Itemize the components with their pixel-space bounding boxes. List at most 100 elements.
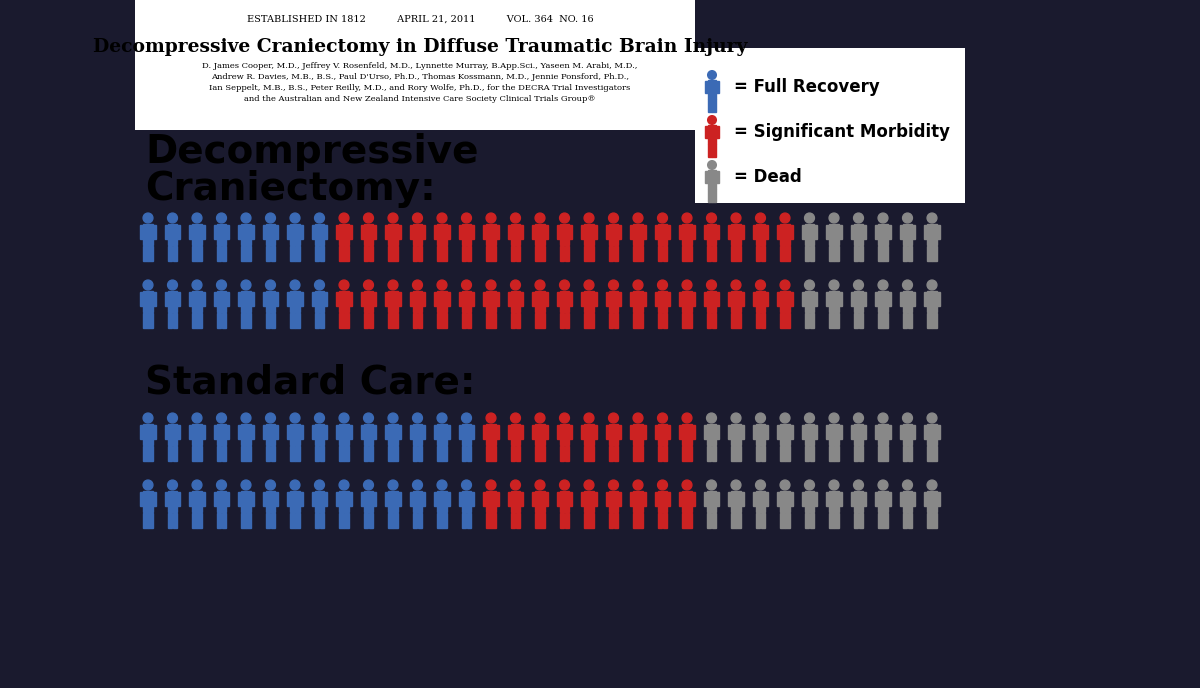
Bar: [655, 493, 658, 506]
Bar: [740, 493, 744, 506]
Bar: [708, 189, 712, 202]
Bar: [336, 493, 340, 506]
Bar: [780, 291, 790, 312]
Bar: [683, 446, 686, 461]
Bar: [594, 292, 596, 305]
Circle shape: [658, 213, 667, 223]
Circle shape: [878, 413, 888, 423]
Bar: [713, 144, 716, 158]
Bar: [805, 446, 809, 461]
Bar: [287, 226, 290, 239]
Bar: [287, 292, 290, 305]
Bar: [364, 491, 373, 512]
Bar: [854, 246, 858, 261]
Bar: [560, 224, 569, 245]
Bar: [0, 580, 1200, 688]
Circle shape: [634, 480, 643, 490]
Bar: [608, 291, 618, 312]
Bar: [545, 425, 547, 438]
Circle shape: [216, 413, 227, 423]
Circle shape: [756, 280, 766, 290]
Bar: [295, 246, 300, 261]
Bar: [752, 425, 756, 438]
Circle shape: [658, 280, 667, 290]
Bar: [140, 226, 144, 239]
Bar: [222, 246, 226, 261]
Bar: [168, 424, 178, 445]
Bar: [467, 246, 472, 261]
Circle shape: [510, 480, 521, 490]
Bar: [642, 425, 646, 438]
Bar: [144, 424, 152, 445]
Bar: [198, 446, 202, 461]
Bar: [557, 493, 560, 506]
Bar: [434, 292, 438, 305]
Bar: [863, 292, 866, 305]
Bar: [780, 246, 785, 261]
Bar: [535, 246, 540, 261]
Bar: [164, 493, 168, 506]
Bar: [683, 491, 691, 512]
Bar: [290, 513, 294, 528]
Circle shape: [853, 413, 864, 423]
Circle shape: [608, 480, 618, 490]
Bar: [535, 313, 540, 327]
Circle shape: [731, 280, 740, 290]
Circle shape: [486, 413, 496, 423]
Circle shape: [853, 280, 864, 290]
Bar: [756, 313, 760, 327]
Bar: [581, 226, 584, 239]
Bar: [683, 224, 691, 245]
Bar: [854, 313, 858, 327]
Bar: [472, 292, 474, 305]
Bar: [851, 425, 854, 438]
Bar: [662, 246, 667, 261]
Bar: [924, 425, 928, 438]
Bar: [810, 313, 814, 327]
Bar: [932, 313, 936, 327]
Circle shape: [928, 480, 937, 490]
Circle shape: [608, 213, 618, 223]
Bar: [712, 513, 716, 528]
Bar: [683, 513, 686, 528]
Bar: [178, 425, 180, 438]
Bar: [368, 246, 373, 261]
Bar: [683, 424, 691, 445]
Bar: [241, 291, 251, 312]
Bar: [394, 446, 397, 461]
Bar: [829, 424, 839, 445]
Bar: [409, 425, 413, 438]
Bar: [496, 425, 499, 438]
Bar: [239, 425, 241, 438]
Bar: [533, 425, 535, 438]
Bar: [707, 291, 716, 312]
Bar: [634, 446, 637, 461]
Circle shape: [608, 280, 618, 290]
Bar: [241, 491, 251, 512]
Circle shape: [413, 413, 422, 423]
Bar: [638, 446, 642, 461]
Bar: [834, 313, 839, 327]
Bar: [679, 493, 683, 506]
Bar: [320, 246, 324, 261]
Circle shape: [265, 213, 276, 223]
Bar: [361, 493, 364, 506]
Bar: [418, 246, 422, 261]
Bar: [780, 491, 790, 512]
Bar: [688, 246, 691, 261]
Bar: [902, 291, 912, 312]
Bar: [732, 224, 740, 245]
Circle shape: [143, 413, 152, 423]
Bar: [340, 313, 343, 327]
Bar: [344, 513, 348, 528]
Circle shape: [241, 480, 251, 490]
Bar: [778, 292, 780, 305]
Bar: [569, 493, 572, 506]
Bar: [149, 313, 152, 327]
Circle shape: [535, 413, 545, 423]
Bar: [829, 224, 839, 245]
Bar: [634, 513, 637, 528]
Bar: [438, 313, 442, 327]
Circle shape: [290, 280, 300, 290]
Circle shape: [143, 480, 152, 490]
